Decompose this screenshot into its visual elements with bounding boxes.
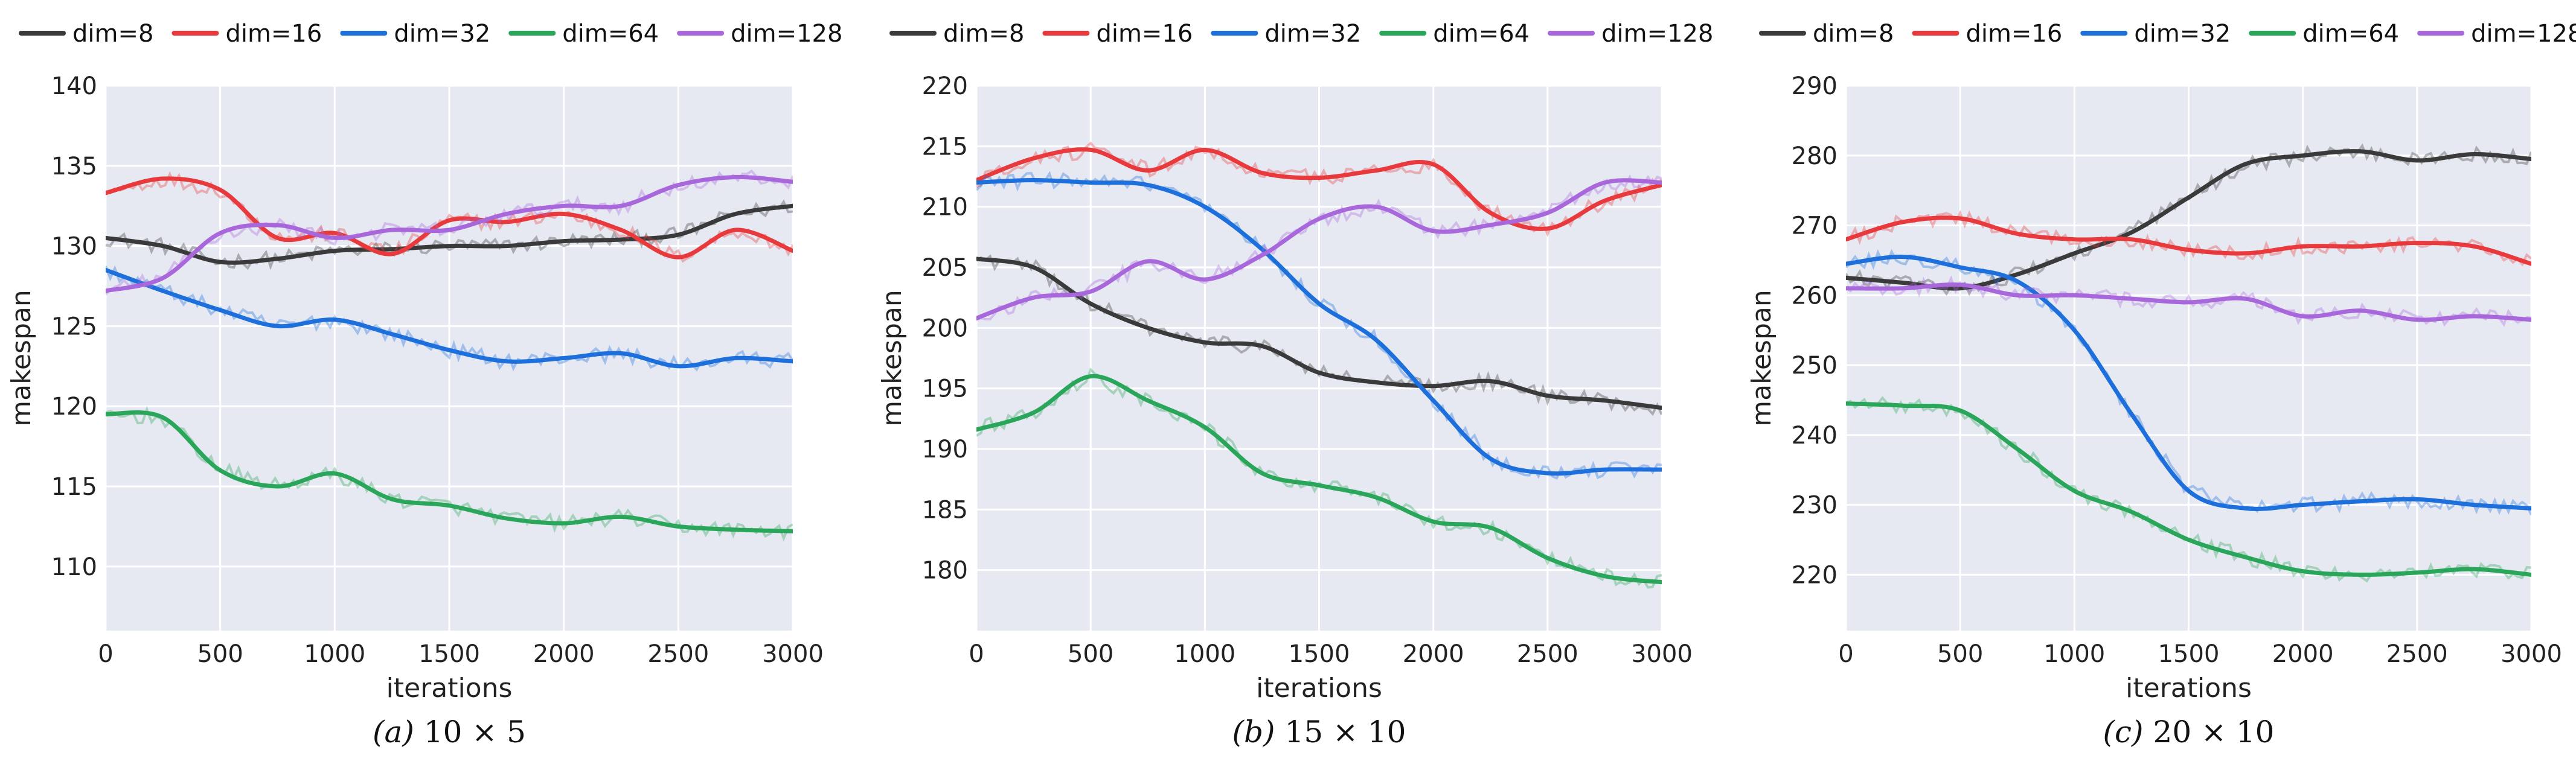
caption-text: 20 × 10 <box>2153 714 2275 749</box>
x-axis-label: iterations <box>386 673 513 704</box>
y-tick-label: 185 <box>922 496 968 524</box>
series-raw-line <box>106 171 793 263</box>
x-tick-label: 3000 <box>762 640 824 668</box>
y-axis-label: makespan <box>6 290 37 427</box>
y-tick-label: 220 <box>922 72 968 100</box>
series-line <box>976 374 1662 585</box>
y-tick-label: 180 <box>922 557 968 585</box>
legend-label: dim=16 <box>1966 20 2062 48</box>
series-line <box>106 267 793 369</box>
legend-label: dim=32 <box>394 20 490 48</box>
series-line <box>976 147 1662 231</box>
x-axis-label: iterations <box>2126 673 2252 704</box>
series-line <box>1846 282 2531 322</box>
series-line <box>1846 255 2531 511</box>
y-tick-label: 190 <box>922 436 968 463</box>
y-axis-label: makespan <box>877 290 908 427</box>
x-tick-label: 2500 <box>647 640 709 668</box>
x-tick-label: 500 <box>197 640 243 668</box>
series-raw-line <box>976 254 1662 416</box>
chart-panel-1: 110 115 120 125 130 135 140 0 500 1000 1500 2000 250… <box>6 20 842 749</box>
series-line <box>1846 401 2531 577</box>
caption-label: (b) <box>1232 714 1275 749</box>
y-tick-label: 140 <box>51 72 97 100</box>
y-tick-label: 120 <box>51 393 97 421</box>
legend-label: dim=8 <box>72 20 153 48</box>
legend-label: dim=64 <box>1433 20 1530 48</box>
x-tick-label: 2000 <box>1403 640 1464 668</box>
series-line <box>106 174 793 293</box>
x-tick-label: 3000 <box>2501 640 2562 668</box>
caption-text: 15 × 10 <box>1285 714 1406 749</box>
y-tick-label: 125 <box>51 313 97 340</box>
y-tick-label: 210 <box>922 194 968 221</box>
x-tick-label: 1500 <box>2158 640 2220 668</box>
series-line <box>976 256 1662 410</box>
x-tick-label: 0 <box>98 640 113 668</box>
x-tick-label: 1000 <box>304 640 365 668</box>
legend-label: dim=64 <box>2302 20 2399 48</box>
x-tick-label: 1000 <box>2043 640 2105 668</box>
chart-panel-3: 220 230 240 250 260 270 280 290 0 500 1000 1500 2000… <box>1746 20 2576 749</box>
y-tick-label: 135 <box>51 153 97 180</box>
series-line <box>976 178 1662 476</box>
caption-label: (c) <box>2103 714 2144 749</box>
legend-label: dim=32 <box>2134 20 2231 48</box>
x-tick-label: 2500 <box>1517 640 1578 668</box>
caption-label: (a) <box>373 714 414 749</box>
series-line <box>106 203 793 265</box>
series-raw-line <box>976 141 1662 237</box>
x-tick-label: 1000 <box>1174 640 1235 668</box>
subplot-caption: (a) 10 × 5 <box>373 714 526 749</box>
legend-label: dim=16 <box>1096 20 1193 48</box>
x-tick-label: 2500 <box>2386 640 2448 668</box>
legend-label: dim=128 <box>1601 20 1713 48</box>
x-tick-label: 0 <box>969 640 984 668</box>
x-tick-label: 3000 <box>1631 640 1693 668</box>
x-tick-label: 2000 <box>533 640 595 668</box>
y-tick-label: 115 <box>51 473 97 501</box>
legend-label: dim=8 <box>943 20 1024 48</box>
x-tick-label: 1500 <box>418 640 480 668</box>
series-line <box>106 410 793 533</box>
legend-label: dim=8 <box>1813 20 1894 48</box>
legend-label: dim=64 <box>562 20 659 48</box>
y-tick-label: 240 <box>1792 422 1837 450</box>
y-tick-label: 205 <box>922 254 968 282</box>
series-line <box>106 176 793 259</box>
y-tick-label: 250 <box>1792 352 1837 380</box>
y-tick-label: 110 <box>51 553 97 581</box>
subplot-caption: (c) 20 × 10 <box>2103 714 2275 749</box>
y-tick-label: 215 <box>922 133 968 161</box>
x-tick-label: 500 <box>1068 640 1113 668</box>
y-tick-label: 195 <box>922 375 968 403</box>
chart-panel-2: 180 185 190 195 200 205 210 215 220 0 500 1000 1500 2… <box>877 20 1713 749</box>
series-line <box>1846 149 2531 291</box>
legend-label: dim=128 <box>2471 20 2576 48</box>
x-tick-label: 1500 <box>1289 640 1350 668</box>
y-tick-label: 260 <box>1792 282 1837 310</box>
series-line <box>976 178 1662 320</box>
x-axis-label: iterations <box>1256 673 1382 704</box>
series-line <box>1846 215 2531 266</box>
subplot-caption: (b) 15 × 10 <box>1232 714 1406 749</box>
y-tick-label: 280 <box>1792 142 1837 170</box>
legend-label: dim=16 <box>225 20 322 48</box>
y-tick-label: 220 <box>1792 561 1837 589</box>
y-tick-label: 200 <box>922 314 968 342</box>
y-tick-label: 290 <box>1792 72 1837 100</box>
x-tick-label: 0 <box>1838 640 1853 668</box>
x-tick-label: 500 <box>1937 640 1983 668</box>
x-tick-label: 2000 <box>2272 640 2334 668</box>
y-axis-label: makespan <box>1746 290 1777 427</box>
legend-label: dim=32 <box>1264 20 1361 48</box>
y-tick-label: 130 <box>51 233 97 261</box>
series-raw-line <box>976 368 1662 589</box>
caption-text: 10 × 5 <box>424 714 526 749</box>
legend-label: dim=128 <box>731 20 842 48</box>
y-tick-label: 230 <box>1792 492 1837 520</box>
y-tick-label: 270 <box>1792 212 1837 240</box>
